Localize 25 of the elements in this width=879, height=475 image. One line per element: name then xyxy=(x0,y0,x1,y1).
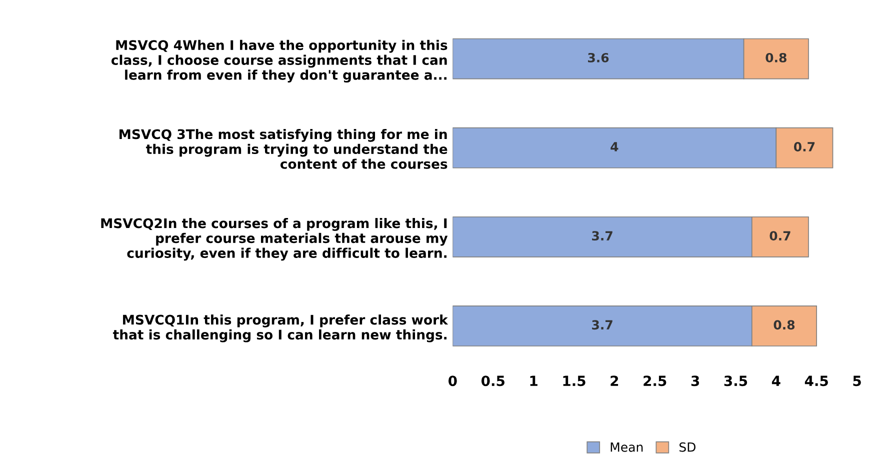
x-tick-label: 4.5 xyxy=(804,376,828,386)
data-label: 3.7 xyxy=(592,231,612,241)
legend-label: Mean xyxy=(610,442,643,452)
legend-label: SD xyxy=(679,442,696,452)
y-tick-label: MSVCQ2In the courses of a program like this, I prefer course materials that arouse my curiosity, even if they are difficult to learn. xyxy=(101,218,448,261)
y-tick-label: MSVCQ 3The most satisfying thing for me in this program is trying to understand the content of the courses xyxy=(120,128,448,169)
x-tick-label: 3 xyxy=(691,376,700,386)
x-tick-label: 0 xyxy=(448,376,457,386)
x-tick-label: 1 xyxy=(530,376,538,386)
x-tick-label: 3.5 xyxy=(724,376,748,386)
data-label: 0.8 xyxy=(774,320,795,330)
data-label: 0.7 xyxy=(770,231,790,241)
data-label: 4 xyxy=(610,142,618,152)
data-label: 0.7 xyxy=(794,142,815,152)
data-label: 3.7 xyxy=(592,320,612,330)
data-label: 0.8 xyxy=(766,52,786,62)
x-tick-label: 5 xyxy=(853,376,861,386)
x-tick-label: 4 xyxy=(772,376,780,386)
x-tick-label: 2 xyxy=(610,376,618,386)
y-tick-label: MSVCQ 4When I have the opportunity in this class, I choose course assignments that I can learn from even if they don't guarantee a... xyxy=(111,40,448,83)
x-tick-label: 2.5 xyxy=(644,376,666,386)
data-label: 3.6 xyxy=(588,52,609,62)
x-tick-label: 0.5 xyxy=(481,376,504,386)
x-tick-label: 1.5 xyxy=(563,376,586,386)
y-tick-label: MSVCQ1In this program, I prefer class work that is challenging so I can learn new things. xyxy=(112,314,448,342)
